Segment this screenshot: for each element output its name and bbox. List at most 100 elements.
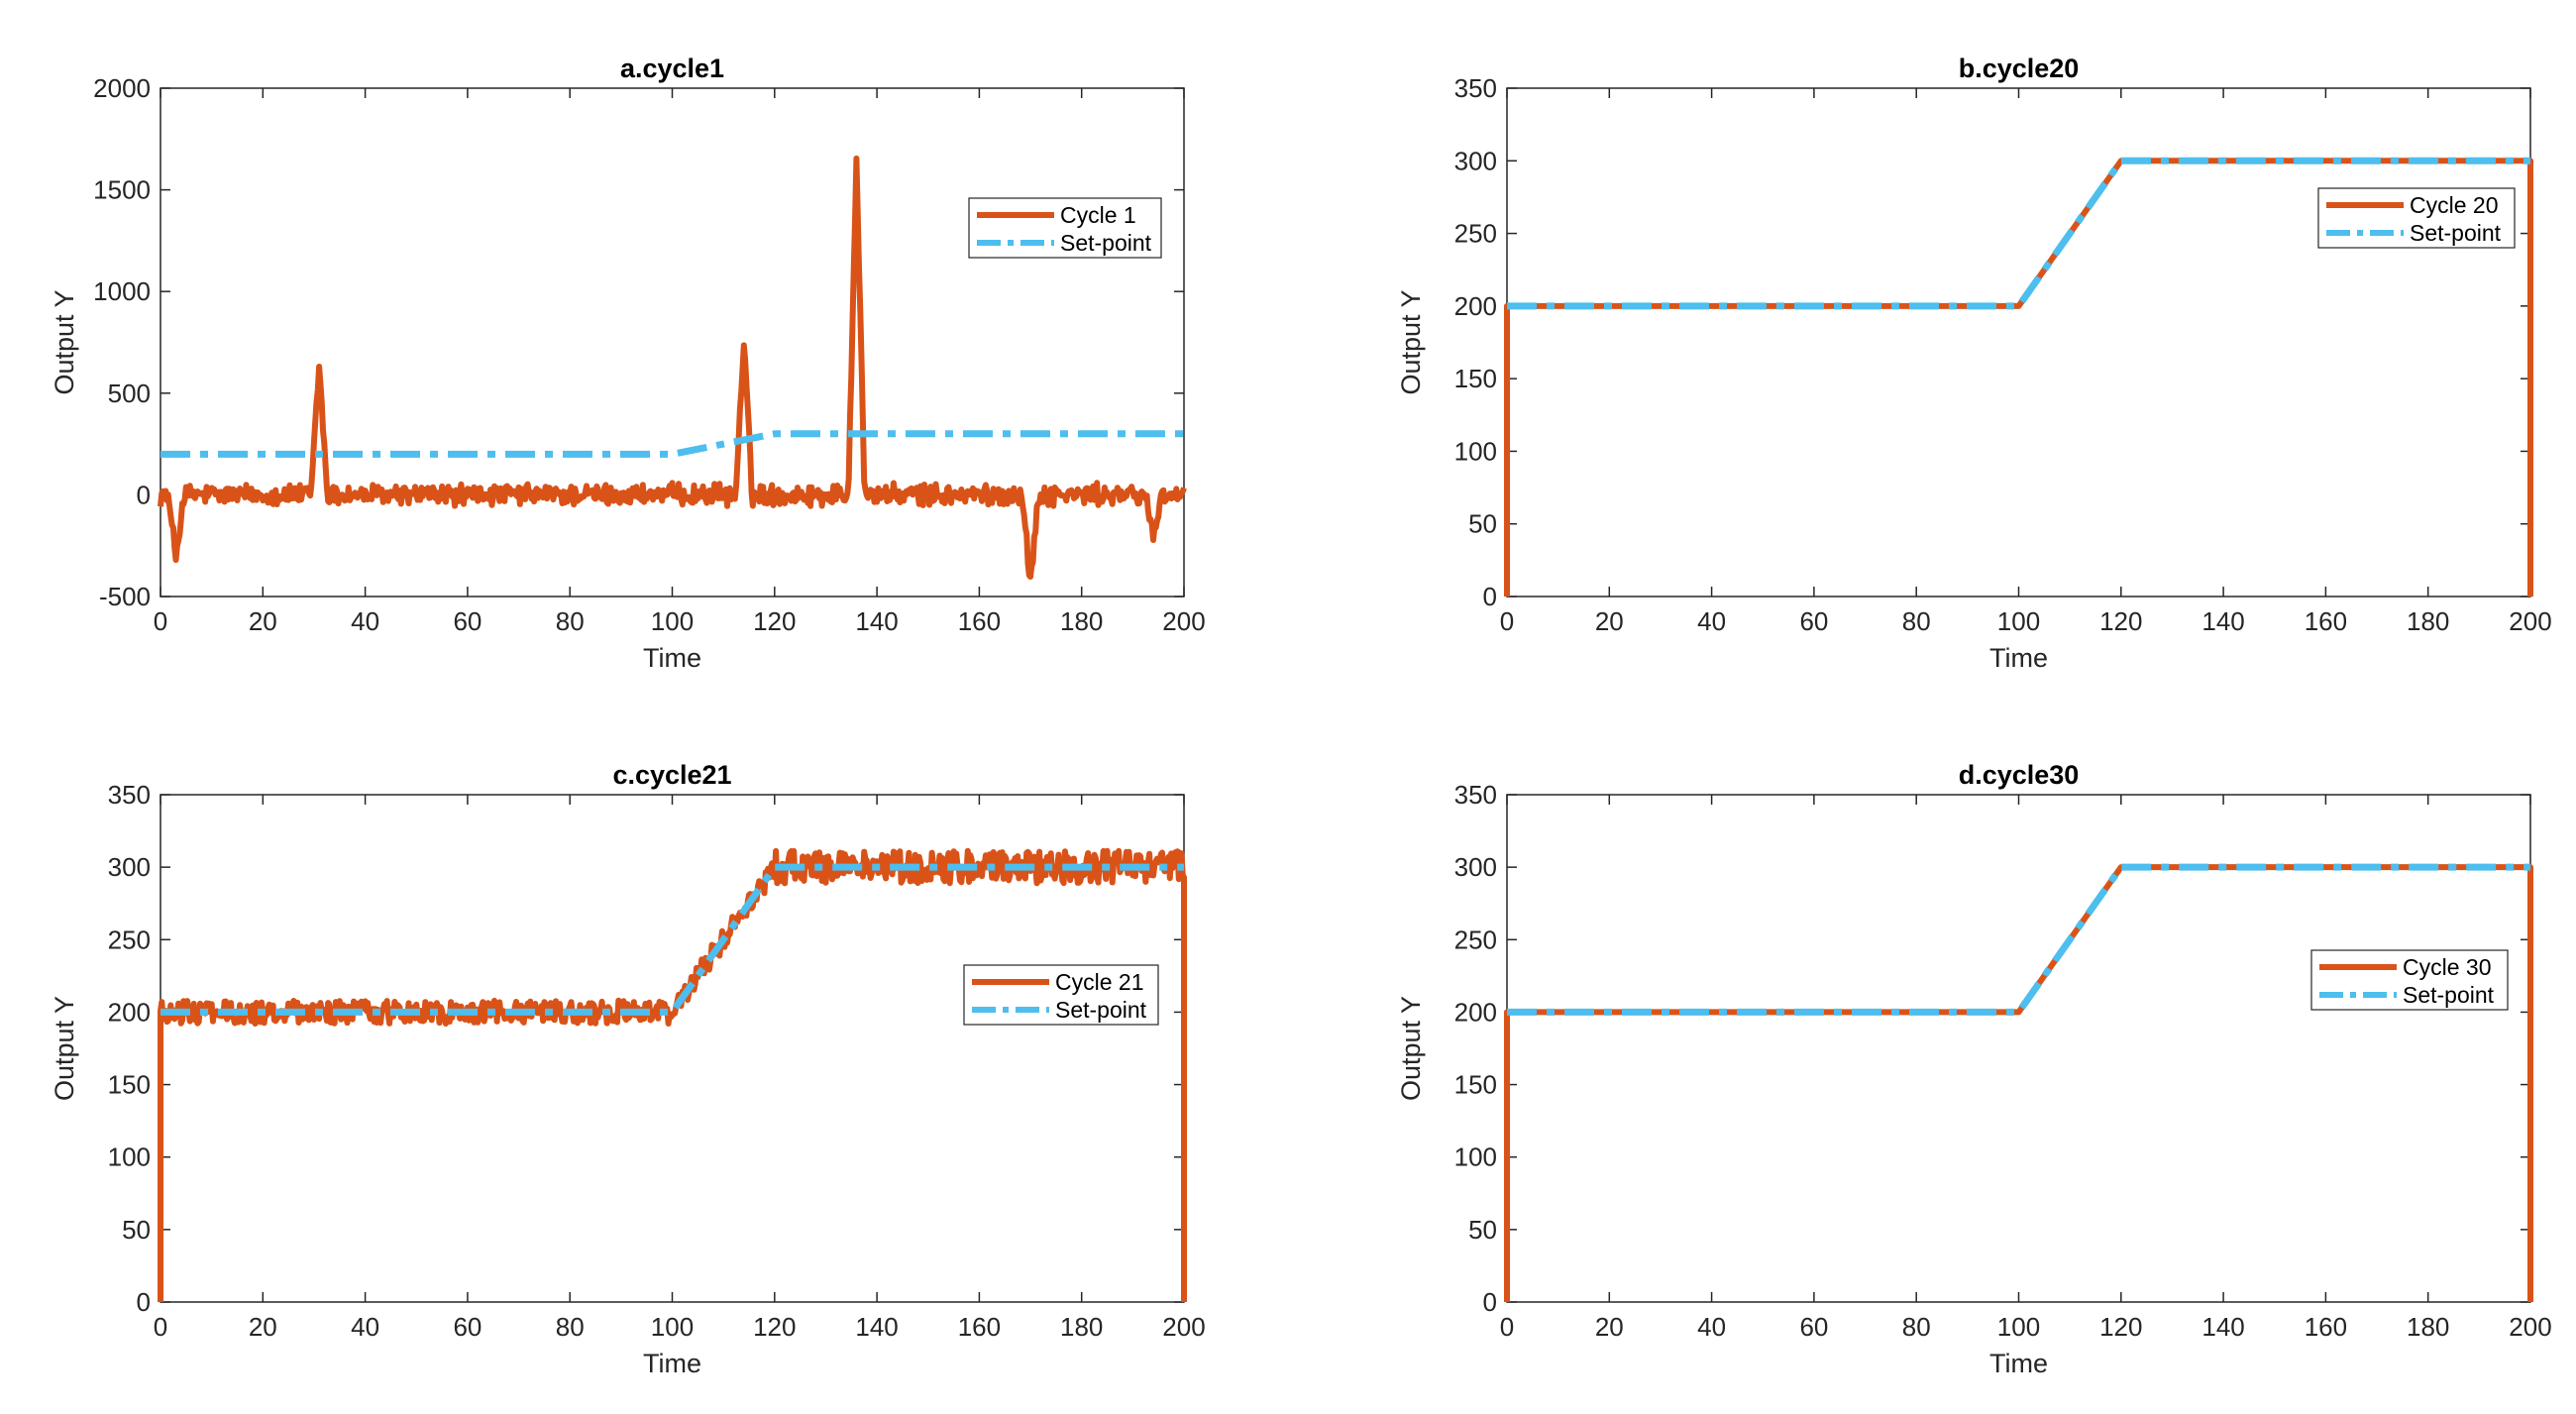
x-tick-label: 200 bbox=[1162, 606, 1205, 636]
x-tick-label: 60 bbox=[453, 606, 482, 636]
x-tick-label: 180 bbox=[1060, 606, 1103, 636]
legend-box bbox=[2317, 187, 2516, 249]
x-tick-label: 60 bbox=[1799, 606, 1828, 636]
legend-box bbox=[963, 964, 1159, 1026]
y-tick-label: 0 bbox=[137, 480, 151, 509]
chart-panel-4: 0 20 40 60 80 100 120 140 160 180 200 0 50 100 150 200 2… bbox=[1396, 760, 2552, 1378]
x-tick-label: 0 bbox=[1500, 1312, 1514, 1342]
y-tick-label: 200 bbox=[1454, 291, 1497, 321]
plot-area bbox=[160, 87, 1185, 598]
y-tick-label: 500 bbox=[108, 379, 151, 408]
y-axis-label: Output Y bbox=[1396, 289, 1426, 394]
chart-title: d.cycle30 bbox=[1959, 760, 2080, 790]
y-tick-label: 100 bbox=[1454, 436, 1497, 466]
series-layer bbox=[158, 847, 1187, 1302]
y-tick-label: 250 bbox=[108, 925, 151, 954]
x-tick-label: 100 bbox=[1997, 606, 2040, 636]
legend-label: Cycle 1 bbox=[1060, 202, 1136, 228]
setpoint-line bbox=[1507, 157, 2530, 310]
y-tick-label: 200 bbox=[108, 997, 151, 1027]
x-tick-label: 40 bbox=[351, 1312, 379, 1342]
x-tick-label: 180 bbox=[1060, 1312, 1103, 1342]
y-tick-label: 150 bbox=[1454, 364, 1497, 393]
legend-box bbox=[968, 197, 1162, 259]
x-tick-label: 120 bbox=[753, 606, 796, 636]
legend-label: Cycle 21 bbox=[1055, 969, 1143, 995]
x-tick-label: 160 bbox=[2305, 1312, 2347, 1342]
chart-title: c.cycle21 bbox=[612, 760, 731, 790]
plot-area bbox=[160, 794, 1185, 1303]
y-tick-label: 150 bbox=[108, 1070, 151, 1100]
legend-label: Set-point bbox=[1055, 997, 1147, 1023]
legend-label: Set-point bbox=[2403, 982, 2495, 1008]
x-tick-label: 160 bbox=[2305, 606, 2347, 636]
x-tick-label: 180 bbox=[2407, 1312, 2449, 1342]
series-layer bbox=[1504, 157, 2533, 597]
y-tick-label: 200 bbox=[1454, 997, 1497, 1027]
y-tick-label: 50 bbox=[1468, 1215, 1497, 1245]
x-tick-label: 80 bbox=[1902, 606, 1931, 636]
x-tick-label: 200 bbox=[2509, 1312, 2551, 1342]
setpoint-line bbox=[1507, 863, 2530, 1016]
y-tick-label: 2000 bbox=[93, 73, 151, 103]
x-axis-label: Time bbox=[1989, 1349, 2048, 1378]
y-axis-label: Output Y bbox=[50, 289, 79, 394]
x-tick-label: 140 bbox=[2201, 606, 2244, 636]
y-tick-label: 300 bbox=[108, 852, 151, 882]
y-tick-label: 350 bbox=[1454, 780, 1497, 810]
setpoint-line bbox=[161, 430, 1184, 458]
y-tick-label: 350 bbox=[108, 780, 151, 810]
legend-label: Cycle 20 bbox=[2410, 192, 2498, 218]
y-tick-label: 1000 bbox=[93, 276, 151, 306]
x-tick-label: 120 bbox=[2099, 1312, 2142, 1342]
x-tick-label: 180 bbox=[2407, 606, 2449, 636]
y-tick-label: 250 bbox=[1454, 219, 1497, 249]
y-tick-label: 50 bbox=[1468, 509, 1497, 539]
x-tick-label: 60 bbox=[1799, 1312, 1828, 1342]
legend-label: Set-point bbox=[2410, 220, 2502, 246]
chart-panel-1: 0 20 40 60 80 100 120 140 160 180 200-500050010001… bbox=[50, 54, 1206, 673]
x-tick-label: 140 bbox=[2201, 1312, 2244, 1342]
x-tick-label: 80 bbox=[1902, 1312, 1931, 1342]
cycle-line bbox=[158, 155, 1187, 580]
series-layer bbox=[1504, 863, 2533, 1302]
y-tick-label: 0 bbox=[137, 1287, 151, 1317]
chart-title: a.cycle1 bbox=[620, 54, 724, 83]
y-tick-label: 100 bbox=[1454, 1142, 1497, 1172]
y-tick-label: 250 bbox=[1454, 925, 1497, 954]
x-axis-label: Time bbox=[1989, 643, 2048, 673]
x-tick-label: 160 bbox=[958, 606, 1001, 636]
x-tick-label: 100 bbox=[1997, 1312, 2040, 1342]
y-axis-label: Output Y bbox=[1396, 996, 1426, 1101]
x-tick-label: 40 bbox=[1697, 606, 1726, 636]
x-tick-label: 20 bbox=[249, 606, 277, 636]
x-tick-label: 140 bbox=[855, 606, 898, 636]
x-tick-label: 0 bbox=[154, 1312, 167, 1342]
x-tick-label: 140 bbox=[855, 1312, 898, 1342]
x-tick-label: 100 bbox=[651, 1312, 694, 1342]
plot-area bbox=[1506, 87, 2531, 598]
x-tick-label: 40 bbox=[1697, 1312, 1726, 1342]
x-tick-label: 40 bbox=[351, 606, 379, 636]
x-axis-label: Time bbox=[643, 643, 701, 673]
x-tick-label: 120 bbox=[2099, 606, 2142, 636]
chart-panel-3: 0 20 40 60 80 100 120 140 160 180 200 0 50 100 150 200 2… bbox=[50, 760, 1206, 1378]
x-tick-label: 100 bbox=[651, 606, 694, 636]
x-tick-label: 0 bbox=[1500, 606, 1514, 636]
y-tick-label: 350 bbox=[1454, 73, 1497, 103]
x-axis-label: Time bbox=[643, 1349, 701, 1378]
y-tick-label: 0 bbox=[1483, 582, 1497, 611]
x-tick-label: 20 bbox=[249, 1312, 277, 1342]
plot-area bbox=[1506, 794, 2531, 1303]
x-tick-label: 20 bbox=[1595, 1312, 1624, 1342]
y-tick-label: 300 bbox=[1454, 146, 1497, 175]
x-tick-label: 60 bbox=[453, 1312, 482, 1342]
legend-label: Set-point bbox=[1060, 230, 1152, 256]
y-tick-label: 100 bbox=[108, 1142, 151, 1172]
x-tick-label: 120 bbox=[753, 1312, 796, 1342]
y-tick-label: 50 bbox=[122, 1215, 151, 1245]
x-tick-label: 80 bbox=[556, 1312, 585, 1342]
